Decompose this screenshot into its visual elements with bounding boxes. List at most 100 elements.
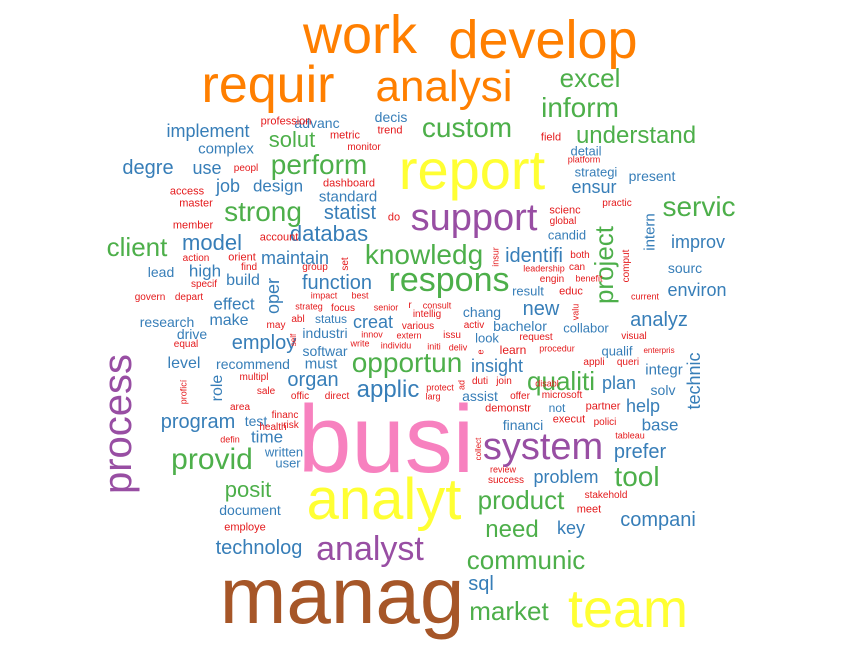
word-duti: duti (471, 376, 489, 387)
word-execut: execut (552, 413, 586, 426)
word-visual: visual (621, 331, 647, 342)
word-scienc: scienc (549, 204, 581, 217)
word-function: function (301, 272, 373, 294)
word-status: status (314, 312, 348, 326)
word-support: support (410, 197, 538, 239)
word-polici: polici (593, 417, 617, 428)
word-member: member (172, 219, 214, 232)
word-sql: sql (468, 573, 494, 595)
word-oper: oper (263, 277, 283, 315)
word-review: review (489, 464, 517, 475)
word-partner: partner (585, 400, 621, 413)
word-analyz: analyz (630, 309, 688, 331)
word-ensur: ensur (571, 177, 617, 197)
word-lead: lead (147, 264, 175, 280)
word-intellig: intellig (412, 309, 442, 320)
word-offer: offer (510, 391, 530, 402)
word-client: client (106, 232, 168, 262)
word-manag: manag (219, 551, 465, 640)
word-degre: degre (122, 157, 174, 179)
word-insight: insight (470, 356, 524, 376)
word-appli: appli (583, 357, 605, 368)
word-innov: innov (361, 329, 383, 340)
word-servic: servic (662, 191, 736, 222)
word-queri: queri (616, 357, 640, 368)
word-stakehold: stakehold (584, 490, 628, 501)
word-extern: extern (396, 330, 422, 341)
word-plan: plan (601, 373, 637, 393)
word-action: action (182, 253, 210, 264)
word-technolog: technolog (215, 537, 303, 559)
word-govern: govern (134, 292, 166, 303)
word-databas: databas (289, 221, 369, 246)
word-look: look (475, 330, 499, 346)
word-best: best (351, 290, 369, 301)
word-program: program (160, 411, 236, 433)
word-environ: environ (667, 280, 727, 300)
word-prefer: prefer (613, 441, 667, 463)
word-r: r (408, 300, 412, 311)
word-qualiti: qualiti (527, 366, 595, 396)
word-build: build (226, 272, 260, 289)
word-recommend: recommend (216, 356, 290, 372)
word-role: role (209, 374, 226, 402)
word-learn: learn (499, 343, 527, 357)
word-field: field (540, 131, 562, 144)
word-activ: activ (463, 320, 485, 331)
word-monitor: monitor (347, 142, 381, 153)
word-risk: risk (283, 420, 299, 431)
word-custom: custom (421, 112, 513, 143)
word-result: result (512, 283, 544, 299)
word-compani: compani (620, 509, 696, 531)
word-must: must (304, 355, 338, 373)
word-dashboard: dashboard (323, 177, 375, 190)
word-collect: collect (474, 437, 483, 461)
word-trend: trend (377, 124, 403, 137)
word-insur: insur (490, 247, 501, 267)
word-demonstr: demonstr (485, 402, 531, 415)
word-write: write (350, 338, 370, 349)
word-integr: integr (645, 361, 683, 379)
word-project: project (589, 225, 619, 305)
word-both: both (570, 250, 590, 261)
word-assist: assist (462, 388, 498, 404)
word-report: report (398, 138, 546, 201)
word-base: base (641, 415, 679, 435)
word-valu: valu (570, 303, 581, 321)
word-make: make (209, 312, 249, 329)
word-solut: solut (268, 127, 316, 152)
word-analyst: analyst (316, 530, 424, 568)
word-equal: equal (173, 339, 199, 350)
word-excel: excel (559, 63, 621, 93)
word-impact: impact (310, 290, 338, 301)
word-product: product (477, 485, 565, 515)
word-develop: develop (448, 10, 638, 70)
word-can: can (568, 262, 586, 273)
word-educ: educ (559, 285, 583, 298)
word-direct: direct (324, 391, 350, 402)
word-decis: decis (374, 109, 408, 125)
word-larg: larg (425, 391, 441, 402)
word-financ: financ (271, 410, 299, 421)
word-candid: candid (547, 227, 587, 243)
word-strong: strong (224, 196, 302, 227)
word-request: request (519, 332, 553, 343)
word-financi: financi (502, 417, 544, 433)
word-strategi: strategi (574, 164, 618, 180)
word-statist: statist (323, 202, 377, 224)
word-inform: inform (541, 92, 619, 123)
word-level: level (167, 355, 201, 372)
word-solv: solv (650, 382, 676, 398)
word-provid: provid (171, 443, 253, 476)
word-individu: individu (380, 340, 412, 351)
word-practic: practic (602, 198, 632, 209)
word-e: e (475, 349, 486, 355)
word-access: access (169, 185, 205, 198)
word-effect: effect (213, 294, 255, 314)
word-communic: communic (466, 545, 586, 575)
word-identifi: identifi (505, 245, 563, 267)
word-offic: offic (290, 391, 310, 402)
word-meet: meet (576, 503, 602, 516)
word-benefit: benefit (575, 273, 603, 284)
